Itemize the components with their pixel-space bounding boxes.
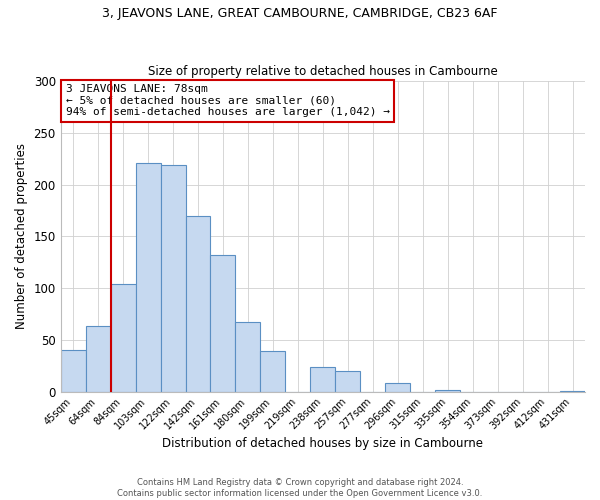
Bar xyxy=(310,366,335,392)
Bar xyxy=(110,284,136,392)
Bar xyxy=(235,322,260,392)
Bar xyxy=(260,351,286,392)
Bar xyxy=(86,326,110,392)
Title: Size of property relative to detached houses in Cambourne: Size of property relative to detached ho… xyxy=(148,66,498,78)
Bar xyxy=(335,371,360,392)
Text: 3 JEAVONS LANE: 78sqm
← 5% of detached houses are smaller (60)
94% of semi-detac: 3 JEAVONS LANE: 78sqm ← 5% of detached h… xyxy=(66,84,390,117)
Bar xyxy=(185,216,211,392)
Bar xyxy=(211,255,235,392)
Bar xyxy=(136,163,161,392)
Y-axis label: Number of detached properties: Number of detached properties xyxy=(15,144,28,330)
Bar xyxy=(435,390,460,392)
Text: 3, JEAVONS LANE, GREAT CAMBOURNE, CAMBRIDGE, CB23 6AF: 3, JEAVONS LANE, GREAT CAMBOURNE, CAMBRI… xyxy=(102,8,498,20)
Bar xyxy=(61,350,86,392)
Bar xyxy=(385,384,410,392)
Bar xyxy=(161,165,185,392)
Text: Contains HM Land Registry data © Crown copyright and database right 2024.
Contai: Contains HM Land Registry data © Crown c… xyxy=(118,478,482,498)
X-axis label: Distribution of detached houses by size in Cambourne: Distribution of detached houses by size … xyxy=(163,437,484,450)
Bar xyxy=(560,390,585,392)
